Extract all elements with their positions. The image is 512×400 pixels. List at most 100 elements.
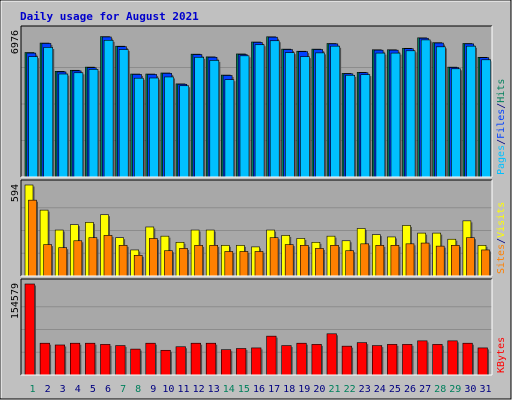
x-tick-day-11: 11 [177, 384, 189, 395]
x-tick-day-28: 28 [434, 384, 446, 395]
bar-kbytes-day-16 [251, 347, 262, 376]
legend-item-hits: Hits [496, 79, 507, 103]
bar-sites-day-7 [118, 245, 128, 277]
x-tick-day-31: 31 [479, 384, 491, 395]
bar-kbytes-day-10 [160, 349, 171, 376]
bar-pages-day-23 [360, 74, 371, 178]
x-tick-day-26: 26 [404, 384, 416, 395]
bar-kbytes-day-29 [447, 340, 458, 376]
bar-sites-day-3 [58, 247, 68, 277]
bar-kbytes-day-11 [175, 346, 186, 376]
bar-sites-day-11 [179, 248, 188, 277]
frame-hits [20, 25, 493, 178]
bar-kbytes-day-27 [417, 340, 428, 376]
bar-pages-day-22 [345, 74, 356, 178]
bar-sites-day-30 [466, 237, 475, 277]
x-tick-day-1: 1 [29, 384, 35, 395]
x-tick-day-5: 5 [90, 384, 96, 395]
bar-kbytes-day-13 [205, 342, 216, 376]
legend-hits-files-pages: Pages/Files/Hits [496, 79, 507, 175]
bar-pages-day-9 [149, 77, 159, 178]
bar-sites-day-21 [330, 245, 339, 277]
bar-kbytes-day-9 [145, 342, 156, 376]
x-tick-day-30: 30 [464, 384, 476, 395]
x-tick-day-24: 24 [374, 384, 386, 395]
legend-visits-sites: Sites/Visits [496, 202, 507, 274]
x-tick-day-14: 14 [223, 384, 235, 395]
legend-item-kbytes: KBytes [496, 337, 507, 373]
bar-pages-day-1 [28, 56, 38, 178]
bar-kbytes-day-17 [266, 335, 277, 376]
bar-pages-day-6 [103, 40, 114, 178]
x-tick-day-16: 16 [253, 384, 265, 395]
bar-kbytes-day-3 [54, 344, 66, 376]
bar-pages-day-4 [73, 72, 84, 178]
bar-kbytes-day-24 [371, 345, 383, 376]
bar-sites-day-4 [73, 240, 83, 277]
bar-sites-day-2 [43, 244, 52, 277]
x-tick-day-18: 18 [283, 384, 295, 395]
bar-sites-day-8 [133, 255, 143, 277]
bar-pages-day-31 [481, 59, 491, 178]
x-tick-day-6: 6 [105, 384, 111, 395]
panel-kbytes: 154579 KBytes [10, 278, 507, 376]
legend-item-visits: Visits [496, 202, 507, 238]
bar-sites-day-6 [103, 235, 113, 277]
bar-kbytes-day-5 [85, 342, 96, 376]
x-tick-day-27: 27 [419, 384, 431, 395]
bar-sites-day-12 [194, 245, 203, 277]
bar-sites-day-31 [481, 249, 490, 277]
legend-hits: Pages/Files/Hits [496, 79, 507, 175]
bar-sites-day-18 [284, 244, 294, 277]
x-tick-day-20: 20 [313, 384, 325, 395]
bar-sites-day-17 [269, 237, 279, 277]
legend-item-sites: Sites [496, 244, 507, 274]
bar-sites-day-23 [360, 243, 370, 277]
legend-item-separator: / [496, 103, 507, 109]
bar-kbytes-day-30 [462, 342, 473, 376]
bar-sites-day-5 [88, 237, 98, 277]
bar-pages-day-18 [284, 52, 295, 178]
bar-pages-day-17 [269, 40, 280, 178]
bar-kbytes-day-28 [432, 344, 443, 376]
x-tick-day-29: 29 [449, 384, 461, 395]
bar-pages-day-21 [330, 45, 340, 178]
legend-visits: Sites/Visits [496, 202, 507, 274]
x-tick-day-12: 12 [193, 384, 205, 395]
chart-title: Daily usage for August 2021 [20, 10, 199, 23]
panel-visits-sites: 594 Sites/Visits [10, 179, 507, 277]
x-tick-day-19: 19 [298, 384, 310, 395]
x-tick-day-22: 22 [344, 384, 356, 395]
bar-sites-day-29 [450, 245, 460, 277]
bar-kbytes-day-18 [281, 345, 292, 376]
bar-sites-day-26 [405, 243, 415, 277]
y-max-label-hits: 6976 [10, 30, 21, 54]
bar-sites-day-19 [299, 245, 309, 277]
bar-sites-day-25 [390, 245, 400, 277]
bar-kbytes-day-22 [341, 345, 352, 376]
bar-kbytes-day-25 [387, 344, 398, 376]
bar-kbytes-day-6 [100, 344, 111, 376]
bar-kbytes-day-20 [311, 344, 322, 376]
bar-pages-day-10 [164, 76, 174, 178]
panel-hits-files-pages: 6976 Pages/Files/Hits [10, 25, 507, 178]
bar-sites-day-14 [224, 251, 234, 277]
x-tick-day-15: 15 [238, 384, 250, 395]
bar-sites-day-15 [239, 251, 249, 277]
x-tick-day-13: 13 [208, 384, 220, 395]
bar-sites-day-9 [149, 238, 158, 277]
x-tick-day-23: 23 [359, 384, 371, 395]
bar-kbytes-day-12 [190, 342, 201, 376]
bar-pages-day-13 [209, 60, 220, 178]
bar-kbytes-day-1 [24, 283, 35, 376]
bar-pages-day-27 [420, 39, 431, 178]
bar-pages-day-14 [224, 79, 235, 178]
bar-sites-day-28 [435, 245, 445, 277]
bar-pages-day-20 [315, 52, 325, 178]
x-tick-day-10: 10 [162, 384, 174, 395]
bar-pages-day-29 [451, 68, 461, 178]
bar-pages-day-3 [58, 73, 69, 178]
x-tick-day-21: 21 [328, 384, 340, 395]
x-tick-day-2: 2 [45, 384, 51, 395]
